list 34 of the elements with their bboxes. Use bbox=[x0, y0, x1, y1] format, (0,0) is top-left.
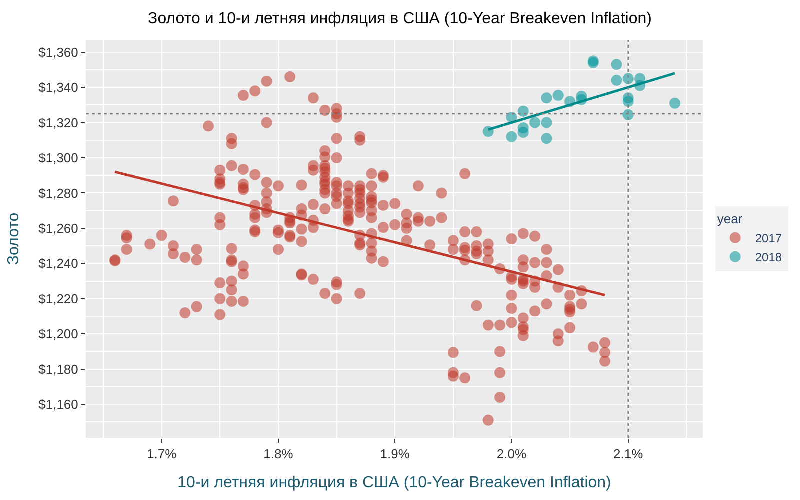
x-tick-label: 2.1% bbox=[614, 446, 644, 462]
point bbox=[541, 117, 552, 128]
point bbox=[611, 59, 622, 70]
legend-label: 2018 bbox=[755, 250, 782, 265]
y-tick-label: $1,260 bbox=[38, 220, 78, 236]
point bbox=[541, 92, 552, 104]
point bbox=[552, 90, 564, 101]
y-tick-label: $1,280 bbox=[38, 186, 78, 201]
y-tick-label: $1,320 bbox=[38, 115, 78, 130]
x-tick-label: 2.0% bbox=[496, 446, 527, 462]
point bbox=[518, 106, 529, 117]
x-tick-label: 1.7% bbox=[146, 446, 178, 462]
y-tick-label: $1,180 bbox=[38, 362, 78, 377]
y-tick-label: $1,360 bbox=[38, 44, 78, 60]
y-tick-label: $1,300 bbox=[38, 150, 78, 166]
point bbox=[518, 126, 529, 138]
legend-label: 2017 bbox=[755, 232, 782, 246]
legend-title: year bbox=[717, 211, 744, 226]
chart-title: Золото и 10-и летняя инфляция в США (10-Year Breakeven Inflation) bbox=[148, 10, 652, 28]
y-axis-title: Золото bbox=[6, 212, 23, 266]
point bbox=[506, 131, 518, 142]
y-tick-label: $1,200 bbox=[38, 326, 78, 342]
y-tick-label: $1,220 bbox=[38, 291, 78, 306]
y-tick-label: $1,160 bbox=[38, 397, 78, 412]
point bbox=[622, 96, 634, 108]
x-tick-label: 1.9% bbox=[380, 446, 410, 462]
point bbox=[541, 133, 552, 144]
y-tick-label: $1,340 bbox=[38, 80, 78, 96]
point bbox=[670, 98, 681, 109]
x-tick-label: 1.8% bbox=[264, 446, 294, 462]
y-tick-label: $1,240 bbox=[38, 256, 78, 272]
point bbox=[530, 117, 541, 128]
point bbox=[611, 75, 622, 86]
x-axis-title: 10-и летняя инфляция в США (10-Year Breakeven Inflation) bbox=[178, 474, 612, 492]
